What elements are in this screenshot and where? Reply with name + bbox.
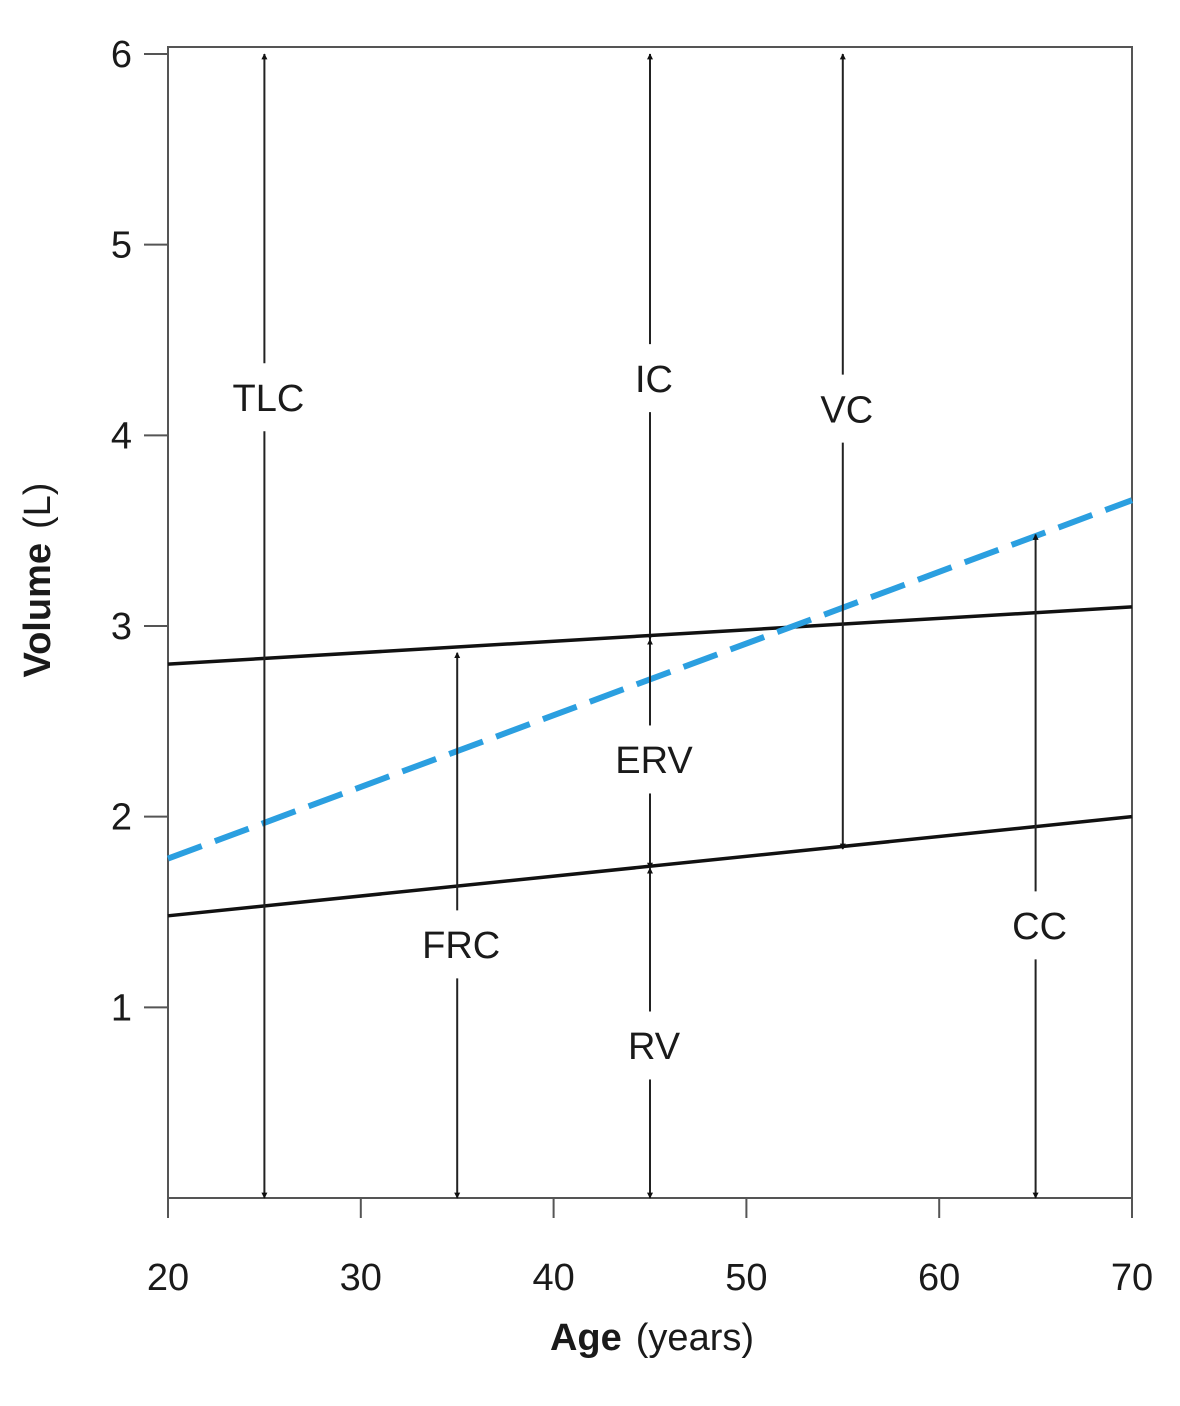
annotation-rv: RV (628, 867, 681, 1199)
annotation-frc: FRC (422, 652, 500, 1199)
label-rv: RV (628, 1026, 681, 1068)
x-tick-label: 50 (725, 1257, 767, 1299)
y-tick-label: 1 (111, 987, 132, 1029)
axis-ticks (144, 53, 1133, 1218)
y-tick-label: 3 (111, 606, 132, 648)
x-axis-title: Age (years) (550, 1317, 754, 1359)
annotation-vc: VC (820, 53, 873, 850)
y-tick-label: 5 (111, 225, 132, 267)
label-cc: CC (1012, 906, 1067, 948)
y-tick-label: 6 (111, 34, 132, 76)
x-axis-unit: (years) (636, 1317, 754, 1359)
label-vc: VC (820, 389, 873, 431)
x-tick-label: 30 (340, 1257, 382, 1299)
x-tick-label: 60 (918, 1257, 960, 1299)
y-axis-title: Volume (L) (17, 483, 59, 678)
x-axis-label: Age (550, 1317, 622, 1359)
y-axis-label: Volume (17, 543, 59, 677)
tick-labels: 20 30 40 50 60 70 1 2 3 4 5 6 (111, 34, 1153, 1299)
annotations: TLC IC VC FRC ERV RV CC (233, 53, 1067, 1199)
label-frc: FRC (422, 925, 500, 967)
label-erv: ERV (615, 740, 693, 782)
y-tick-label: 4 (111, 415, 132, 457)
y-tick-label: 2 (111, 797, 132, 839)
y-axis-unit: (L) (17, 483, 59, 529)
x-tick-label: 70 (1111, 1257, 1153, 1299)
label-ic: IC (635, 359, 673, 401)
x-tick-label: 20 (147, 1257, 189, 1299)
annotation-cc: CC (1012, 533, 1067, 1199)
label-tlc: TLC (233, 378, 305, 420)
annotation-erv: ERV (615, 638, 693, 869)
annotation-tlc: TLC (233, 53, 305, 1199)
annotation-ic: IC (635, 53, 673, 640)
x-tick-label: 40 (532, 1257, 574, 1299)
